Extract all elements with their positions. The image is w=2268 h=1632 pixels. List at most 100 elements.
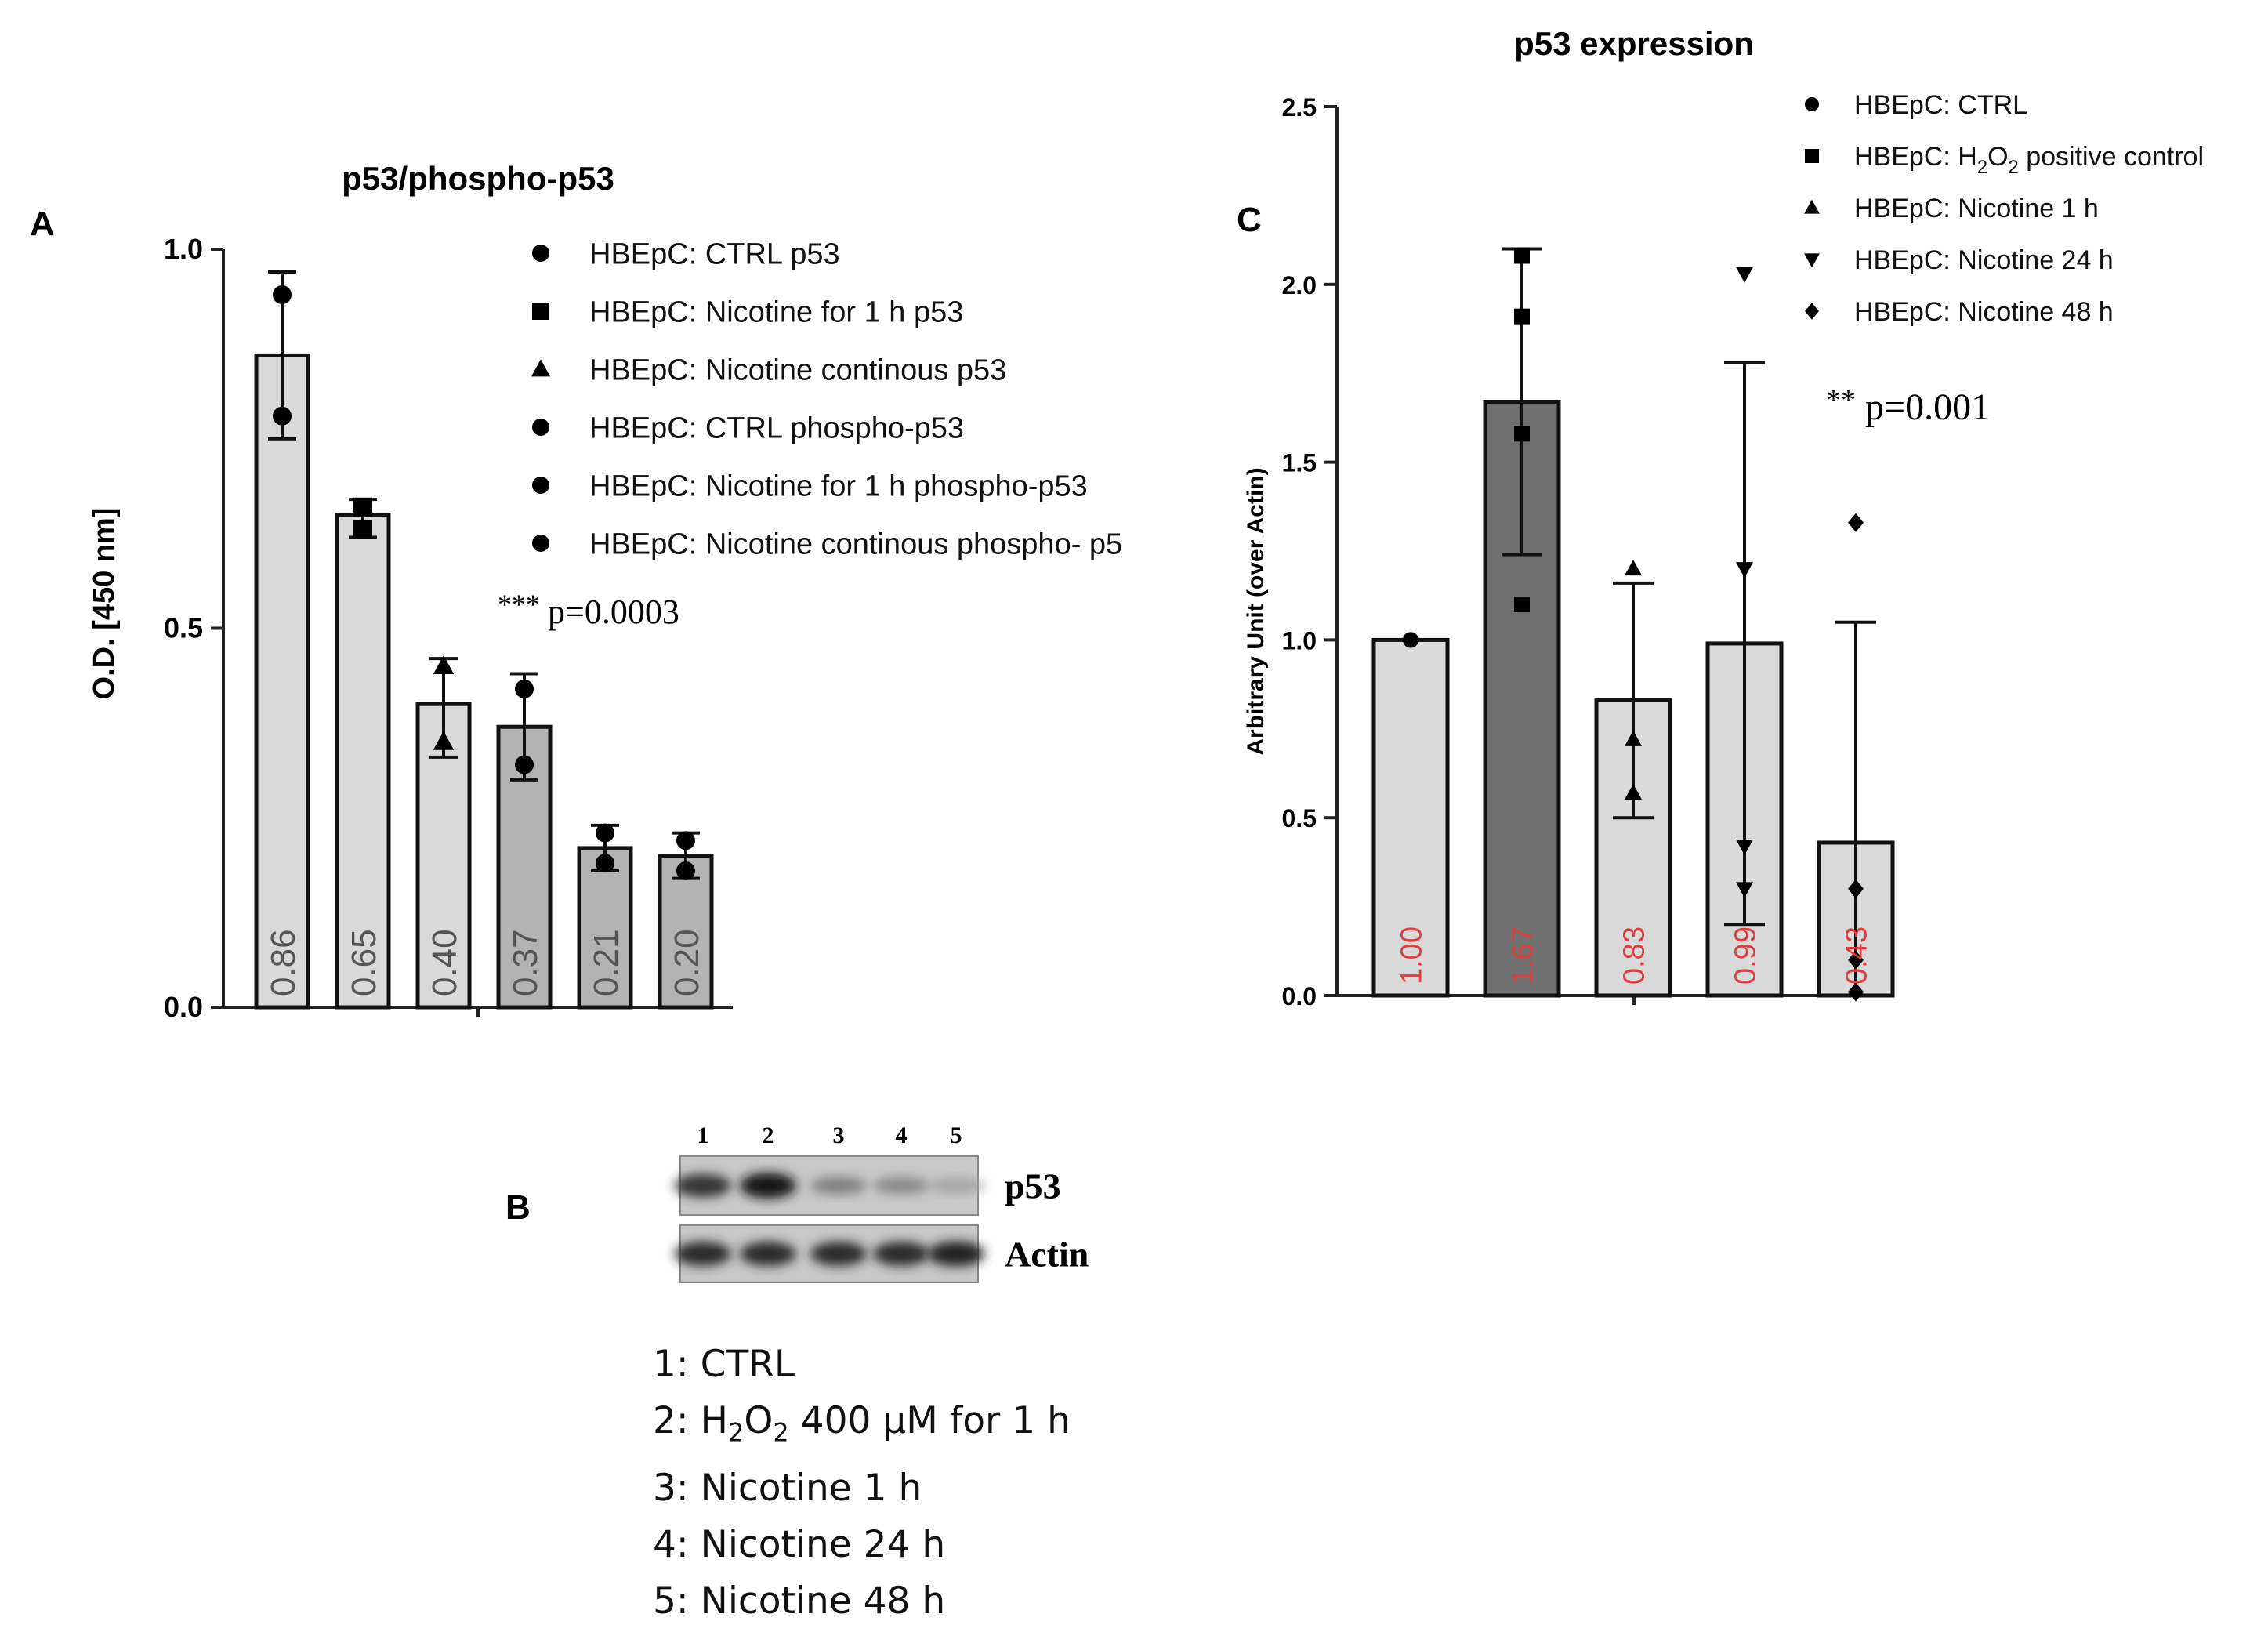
blot-band-label: p53	[1005, 1166, 1061, 1206]
legend-label: HBEpC: CTRL p53	[589, 238, 840, 271]
panel-a-letter: A	[30, 205, 55, 243]
bar	[577, 846, 633, 1010]
y-tick-label: 1.5	[1282, 449, 1317, 477]
bar-value-label: 0.43	[1841, 927, 1874, 985]
legend-marker	[532, 419, 549, 436]
panel-c-legend: HBEpC: CTRL HBEpC: H2O2 positive control H…	[1804, 90, 2204, 327]
data-point	[515, 755, 534, 774]
blot-band	[740, 1173, 796, 1199]
panel-c-bars: 1.00 1.67 0.83 0.99 0.43	[1371, 247, 1895, 1002]
data-point	[1403, 632, 1418, 648]
panel-b: B 1 2 3 4 5 p53 Actin	[505, 1122, 1089, 1283]
y-tick-label: 0.0	[1282, 982, 1317, 1010]
legend-marker	[531, 359, 551, 377]
lane-key-item: 2: H2O2 400 μM for 1 h	[653, 1399, 1071, 1448]
lane-number: 4	[896, 1122, 908, 1148]
lane-key-item: 1: CTRL	[653, 1343, 795, 1386]
bar	[335, 512, 391, 1010]
data-point	[1736, 882, 1753, 898]
data-point	[596, 823, 614, 843]
y-tick-label: 2.5	[1282, 93, 1317, 121]
data-point	[353, 497, 372, 517]
legend-marker	[1805, 149, 1819, 163]
blot-band	[873, 1177, 929, 1194]
data-point	[1514, 248, 1530, 264]
panel-c-title: p53 expression	[1514, 25, 1754, 62]
legend-label: HBEpC: Nicotine 1 h	[1854, 194, 2099, 223]
blot-band	[740, 1242, 796, 1266]
data-point	[1625, 783, 1642, 800]
panel-a-legend: HBEpC: CTRL p53 HBEpC: Nicotine for 1 h p…	[531, 238, 1122, 561]
data-point	[433, 655, 455, 675]
panel-b-letter: B	[505, 1188, 531, 1227]
bar-value-label: 0.99	[1730, 927, 1763, 985]
data-point	[353, 520, 372, 539]
legend-label: HBEpC: Nicotine 24 h	[1854, 245, 2114, 275]
data-point	[515, 679, 534, 698]
panel-c-significance: ** p=0.001	[1826, 384, 1990, 428]
y-tick-label: 0.0	[164, 991, 203, 1023]
data-point	[676, 831, 695, 850]
data-point	[1514, 426, 1530, 442]
y-tick-label: 1.0	[164, 233, 203, 265]
y-tick-label: 0.5	[164, 612, 203, 644]
legend-marker	[532, 303, 549, 320]
legend-marker	[1804, 253, 1820, 268]
bar	[254, 353, 310, 1010]
legend-label: HBEpC: Nicotine for 1 h p53	[589, 296, 963, 329]
legend-marker	[1805, 303, 1819, 320]
bar	[658, 854, 714, 1010]
lane-number: 5	[951, 1122, 962, 1148]
bar-value-label: 0.40	[426, 929, 464, 996]
western-blot-lane-key: 1: CTRL 2: H2O2 400 μM for 1 h 3: Nicotine…	[653, 1336, 1071, 1630]
blot-band-label: Actin	[1005, 1235, 1089, 1275]
bar-value-label: 1.00	[1396, 927, 1429, 985]
legend-marker	[532, 245, 549, 262]
data-point	[1625, 730, 1642, 746]
western-blot-image: p53 Actin	[675, 1155, 1089, 1283]
data-point	[1848, 950, 1864, 970]
panel-a-significance: *** p=0.0003	[498, 589, 679, 631]
blot-band	[675, 1173, 731, 1198]
legend-marker	[1805, 97, 1819, 111]
y-tick-label: 2.0	[1282, 271, 1317, 299]
data-point	[1736, 839, 1753, 855]
lane-number: 2	[763, 1122, 774, 1148]
lane-number: 3	[833, 1122, 845, 1148]
bar-value-label: 0.83	[1618, 927, 1651, 985]
data-point	[1736, 562, 1753, 578]
bar	[1483, 399, 1561, 998]
bar-value-label: 0.86	[264, 929, 303, 996]
panel-c-y-axis-label: Arbitrary Unit (over Actin)	[1243, 467, 1269, 755]
panel-c: C p53 expression Arbitrary Unit (over Ac…	[1237, 25, 2204, 1010]
bar-value-label: 0.20	[668, 929, 706, 996]
data-point	[676, 861, 695, 880]
lane-key-item: 4: Nicotine 24 h	[653, 1523, 946, 1567]
panel-c-letter: C	[1237, 201, 1262, 239]
blot-band	[675, 1242, 731, 1266]
legend-label: HBEpC: CTRL phospho-p53	[589, 412, 964, 445]
y-tick-label: 0.5	[1282, 804, 1317, 832]
western-blot-lane-numbers: 1 2 3 4 5	[697, 1122, 962, 1148]
bar-value-label: 1.67	[1507, 927, 1540, 985]
blot-band	[873, 1242, 929, 1266]
bar-value-label: 0.65	[345, 929, 383, 996]
legend-marker	[1804, 199, 1820, 214]
legend-marker	[532, 477, 549, 494]
data-point	[596, 854, 614, 873]
data-point	[433, 731, 455, 750]
legend-label: HBEpC: Nicotine 48 h	[1854, 297, 2114, 327]
blot-band	[810, 1242, 867, 1266]
legend-label: HBEpC: Nicotine for 1 h phospho-p53	[589, 470, 1088, 503]
data-point	[1848, 513, 1864, 532]
blot-band	[928, 1241, 984, 1267]
data-point	[1848, 879, 1864, 898]
legend-label: HBEpC: Nicotine continous p53	[589, 354, 1006, 387]
legend-label: HBEpC: H2O2 positive control	[1854, 142, 2204, 178]
panel-a-bars: 0.86 0.65 0.40 0.37 0.21 0.20	[254, 270, 714, 1010]
legend-marker	[532, 535, 549, 552]
lane-key-item: 5: Nicotine 48 h	[653, 1579, 946, 1623]
data-point	[1514, 308, 1530, 325]
legend-label: HBEpC: CTRL	[1854, 90, 2027, 120]
